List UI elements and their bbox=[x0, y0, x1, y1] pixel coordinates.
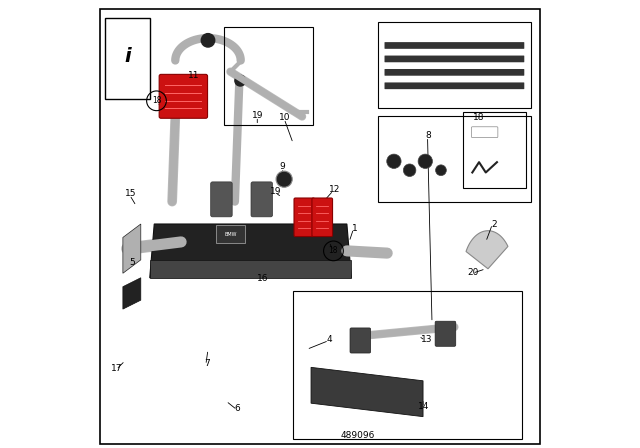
FancyBboxPatch shape bbox=[435, 321, 456, 346]
Text: 4: 4 bbox=[327, 335, 333, 344]
FancyBboxPatch shape bbox=[385, 82, 524, 89]
Text: 19: 19 bbox=[270, 187, 282, 196]
Text: 8: 8 bbox=[426, 131, 431, 140]
Polygon shape bbox=[466, 231, 508, 269]
Text: 9: 9 bbox=[279, 162, 285, 171]
Text: 6: 6 bbox=[234, 404, 240, 413]
Circle shape bbox=[387, 154, 401, 168]
Text: 20: 20 bbox=[468, 268, 479, 277]
Polygon shape bbox=[311, 367, 423, 417]
Circle shape bbox=[403, 164, 416, 177]
Text: 13: 13 bbox=[421, 335, 433, 344]
FancyBboxPatch shape bbox=[385, 42, 524, 49]
FancyBboxPatch shape bbox=[385, 56, 524, 62]
FancyBboxPatch shape bbox=[251, 182, 273, 217]
Text: 17: 17 bbox=[111, 364, 123, 373]
Text: 18: 18 bbox=[329, 246, 338, 255]
Polygon shape bbox=[123, 224, 141, 273]
Polygon shape bbox=[150, 260, 351, 278]
FancyBboxPatch shape bbox=[216, 225, 244, 243]
Text: 11: 11 bbox=[188, 71, 199, 80]
FancyBboxPatch shape bbox=[350, 328, 371, 353]
Text: 12: 12 bbox=[329, 185, 340, 194]
Text: 14: 14 bbox=[419, 402, 429, 411]
Text: 15: 15 bbox=[125, 189, 136, 198]
FancyBboxPatch shape bbox=[472, 127, 498, 138]
FancyBboxPatch shape bbox=[385, 69, 524, 76]
Text: 19: 19 bbox=[252, 111, 264, 120]
Polygon shape bbox=[150, 224, 351, 278]
Text: 5: 5 bbox=[129, 258, 134, 267]
Circle shape bbox=[418, 154, 433, 168]
Circle shape bbox=[276, 171, 292, 187]
Text: i: i bbox=[124, 47, 131, 65]
Circle shape bbox=[201, 34, 215, 47]
Circle shape bbox=[170, 75, 180, 86]
Circle shape bbox=[235, 75, 246, 86]
FancyBboxPatch shape bbox=[312, 198, 333, 237]
Text: 16: 16 bbox=[257, 274, 268, 283]
FancyBboxPatch shape bbox=[294, 198, 315, 237]
FancyBboxPatch shape bbox=[159, 74, 207, 118]
Text: 10: 10 bbox=[279, 113, 291, 122]
Text: 7: 7 bbox=[204, 359, 210, 368]
Text: 489096: 489096 bbox=[341, 431, 375, 440]
Polygon shape bbox=[123, 278, 141, 309]
Text: 1: 1 bbox=[352, 224, 358, 233]
Text: 18: 18 bbox=[152, 96, 161, 105]
FancyBboxPatch shape bbox=[211, 182, 232, 217]
Text: BMW: BMW bbox=[224, 232, 237, 237]
Text: 2: 2 bbox=[491, 220, 497, 228]
Text: 18: 18 bbox=[473, 113, 484, 122]
Circle shape bbox=[436, 165, 446, 176]
